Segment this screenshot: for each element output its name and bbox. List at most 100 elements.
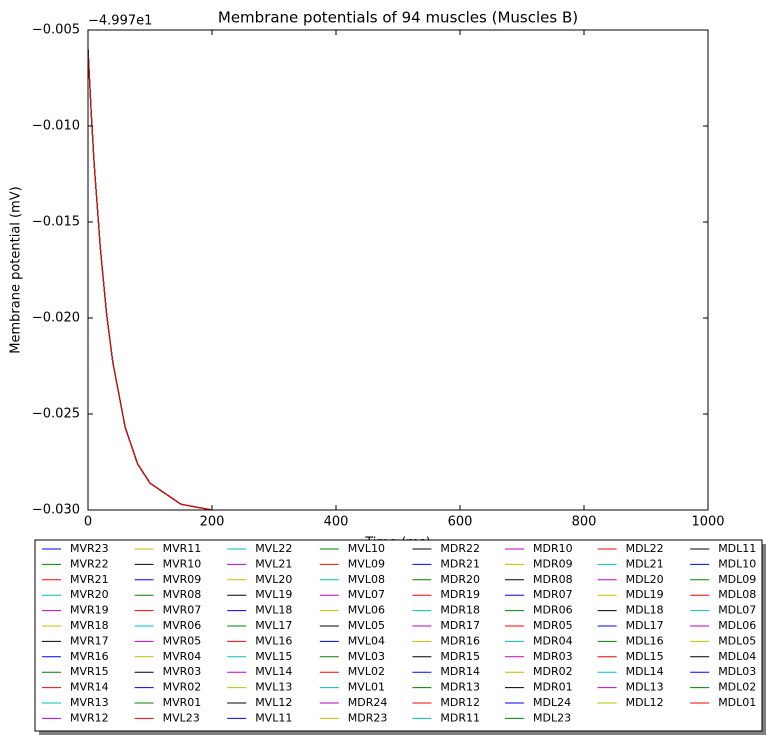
series-line	[87, 49, 708, 511]
series-line	[87, 49, 708, 511]
series-line	[87, 49, 708, 511]
series-line	[87, 49, 708, 511]
series-line	[87, 49, 708, 511]
series-line	[87, 49, 708, 511]
series-line	[87, 49, 708, 511]
y-axis-label: Membrane potential (mV)	[9, 186, 24, 353]
series-line	[87, 49, 708, 511]
legend-label: MDL20	[626, 573, 664, 586]
series-line	[87, 49, 708, 511]
series-line	[87, 49, 708, 511]
legend-label: MDL14	[626, 665, 664, 678]
legend-label: MDL19	[626, 588, 664, 601]
legend-label: MVL05	[348, 619, 385, 632]
legend-label: MDR13	[440, 681, 480, 694]
legend-label: MDR21	[440, 557, 480, 570]
chart-title: Membrane potentials of 94 muscles (Muscl…	[218, 9, 578, 27]
series-line	[87, 49, 708, 511]
legend-label: MVR14	[70, 681, 109, 694]
legend-label: MVL09	[348, 557, 385, 570]
legend-label: MVL19	[255, 588, 292, 601]
series-line	[87, 49, 708, 511]
series-line	[87, 49, 708, 511]
legend-label: MVR06	[163, 619, 202, 632]
legend-label: MDL02	[718, 681, 756, 694]
series-line	[87, 49, 708, 511]
legend-label: MDR05	[533, 619, 573, 632]
series-line	[87, 49, 708, 511]
legend-label: MDR01	[533, 681, 573, 694]
y-tick-label: −0.025	[32, 407, 80, 422]
legend-label: MVL02	[348, 665, 385, 678]
legend-label: MVR18	[70, 619, 109, 632]
series-line	[87, 49, 708, 511]
legend-label: MVR21	[70, 573, 109, 586]
legend-label: MDL24	[533, 696, 571, 709]
legend-label: MVL01	[348, 681, 385, 694]
series-line	[87, 49, 708, 511]
legend-label: MDL10	[718, 557, 756, 570]
legend-label: MDL11	[718, 542, 756, 555]
series-line	[87, 49, 708, 511]
series-line	[87, 49, 708, 511]
legend-label: MVL11	[255, 711, 292, 724]
legend-label: MDR04	[533, 634, 573, 647]
series-line	[87, 49, 708, 511]
series-line	[87, 49, 708, 511]
legend-label: MDR12	[440, 696, 480, 709]
series-line	[87, 49, 708, 511]
legend-label: MDR03	[533, 650, 573, 663]
legend-label: MDL05	[718, 634, 756, 647]
series-line	[87, 49, 708, 511]
legend-label: MDR09	[533, 557, 573, 570]
series-line	[87, 49, 708, 511]
series-line	[87, 49, 708, 511]
legend-label: MDR06	[533, 604, 573, 617]
series-line	[87, 49, 708, 511]
legend-label: MDL01	[718, 696, 756, 709]
legend-label: MDL09	[718, 573, 756, 586]
series-line	[87, 49, 708, 511]
series-line	[87, 49, 708, 511]
series-line	[87, 49, 708, 511]
series-line	[87, 49, 708, 511]
legend-box	[34, 539, 763, 732]
plot-frame	[87, 29, 709, 511]
legend-label: MDR02	[533, 665, 573, 678]
series-line	[87, 49, 708, 511]
legend-label: MDL23	[533, 711, 571, 724]
legend-label: MVR09	[163, 573, 202, 586]
legend-label: MVR15	[70, 665, 109, 678]
series-line	[87, 49, 708, 511]
series-line	[87, 49, 708, 511]
series-line	[87, 49, 708, 511]
series-line	[87, 49, 708, 511]
series-line	[87, 49, 708, 511]
series-line	[87, 49, 708, 511]
series-line	[87, 49, 708, 511]
legend-label: MDR17	[440, 619, 480, 632]
legend-label: MVL12	[255, 696, 292, 709]
legend-label: MDL06	[718, 619, 756, 632]
legend-label: MVR07	[163, 604, 202, 617]
legend-label: MDL07	[718, 604, 756, 617]
legend-label: MDR24	[348, 696, 388, 709]
series-line	[87, 49, 708, 511]
series-line	[87, 49, 708, 511]
series-line	[87, 49, 708, 511]
series-line	[87, 49, 708, 511]
series-line	[87, 49, 708, 511]
series-line	[87, 49, 708, 511]
series-line	[87, 49, 708, 511]
y-tick-label: −0.010	[32, 119, 80, 134]
legend-label: MDL15	[626, 650, 664, 663]
series-line	[87, 49, 708, 511]
legend-label: MDL08	[718, 588, 756, 601]
series-line	[87, 49, 708, 511]
series-line	[87, 49, 708, 511]
x-tick-label: 800	[572, 515, 597, 530]
legend-label: MDR14	[440, 665, 480, 678]
series-line	[87, 49, 708, 511]
legend-label: MDL21	[626, 557, 664, 570]
